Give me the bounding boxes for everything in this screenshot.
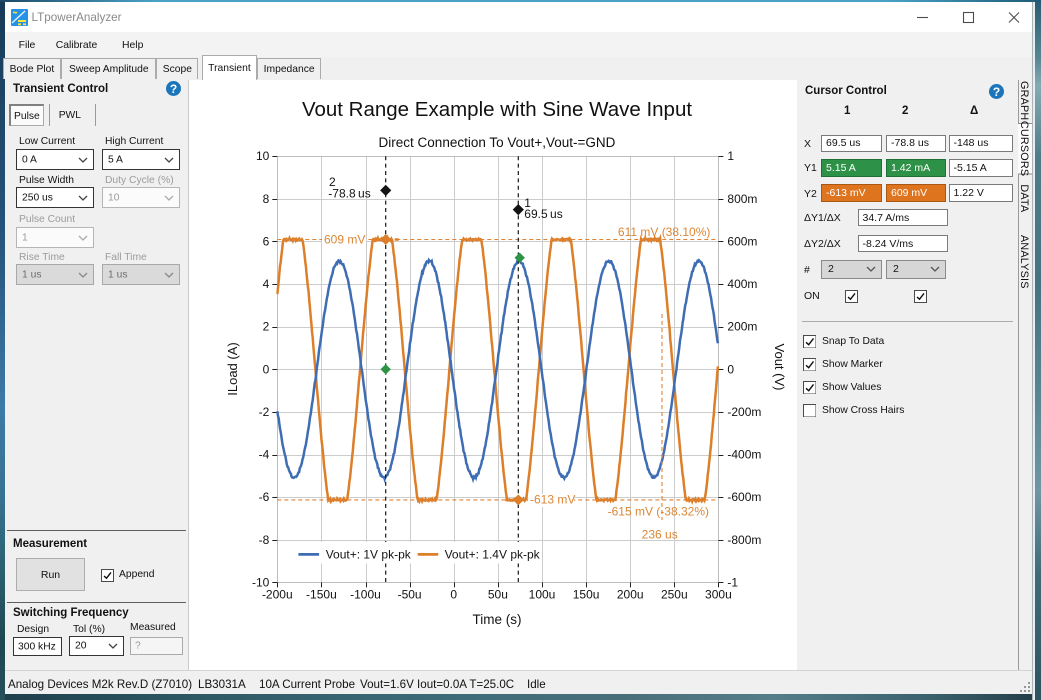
- svg-text:-4: -4: [259, 448, 270, 462]
- svg-text:609 mV: 609 mV: [324, 233, 365, 247]
- svg-text:-8: -8: [259, 533, 270, 547]
- svg-text:250u: 250u: [661, 587, 688, 601]
- svg-text:200m: 200m: [727, 320, 757, 334]
- svg-text:-800m: -800m: [727, 533, 761, 547]
- svg-text:4: 4: [263, 277, 270, 291]
- svg-text:400m: 400m: [727, 277, 757, 291]
- svg-text:69.5 us: 69.5 us: [524, 207, 562, 221]
- svg-text:ILoad (A): ILoad (A): [225, 342, 240, 395]
- svg-text:ANALYSIS: ANALYSIS: [1018, 235, 1030, 289]
- svg-text:800m: 800m: [727, 192, 757, 206]
- svg-text:Direct Connection To Vout+,Vou: Direct Connection To Vout+,Vout-=GND: [379, 135, 616, 150]
- svg-text:-1: -1: [727, 575, 738, 589]
- svg-text:-50u: -50u: [398, 587, 422, 601]
- svg-text:GRAPH: GRAPH: [1018, 81, 1030, 120]
- svg-text:6: 6: [263, 234, 270, 248]
- svg-text:0: 0: [263, 362, 270, 376]
- svg-text:Time (s): Time (s): [473, 612, 522, 627]
- svg-text:600m: 600m: [727, 234, 757, 248]
- svg-text:-150u: -150u: [306, 587, 337, 601]
- svg-text:236 us: 236 us: [642, 528, 678, 542]
- svg-text:?: ?: [993, 85, 1000, 99]
- svg-text:CURSORS: CURSORS: [1018, 121, 1030, 176]
- svg-text:-2: -2: [259, 405, 270, 419]
- svg-text:DATA: DATA: [1018, 184, 1030, 213]
- svg-text:2: 2: [263, 320, 270, 334]
- svg-text:300u: 300u: [705, 587, 732, 601]
- svg-text:0: 0: [450, 587, 457, 601]
- svg-text:-6: -6: [259, 490, 270, 504]
- svg-text:?: ?: [170, 82, 177, 96]
- svg-text:-78.8 us: -78.8 us: [328, 186, 370, 200]
- svg-text:1: 1: [727, 149, 734, 163]
- svg-text:Vout+: 1V pk-pk: Vout+: 1V pk-pk: [326, 548, 412, 562]
- svg-text:10: 10: [256, 149, 270, 163]
- svg-text:-100u: -100u: [350, 587, 381, 601]
- svg-text:8: 8: [263, 192, 270, 206]
- svg-text:611 mV (38.10%): 611 mV (38.10%): [618, 225, 711, 239]
- svg-text:-200u: -200u: [262, 587, 293, 601]
- svg-text:-10: -10: [252, 575, 270, 589]
- svg-text:Vout Range Example with Sine W: Vout Range Example with Sine Wave Input: [302, 98, 692, 121]
- svg-text:-615 mV (-38.32%): -615 mV (-38.32%): [608, 504, 709, 518]
- svg-text:0: 0: [727, 362, 734, 376]
- svg-text:-600m: -600m: [727, 490, 761, 504]
- svg-text:50u: 50u: [488, 587, 508, 601]
- svg-text:-200m: -200m: [727, 405, 761, 419]
- svg-text:100u: 100u: [529, 587, 556, 601]
- svg-text:1: 1: [524, 196, 531, 210]
- svg-text:200u: 200u: [617, 587, 644, 601]
- svg-text:Vout+: 1.4V pk-pk: Vout+: 1.4V pk-pk: [445, 548, 541, 562]
- svg-text:Vout (V): Vout (V): [772, 344, 787, 391]
- svg-text:150u: 150u: [573, 587, 600, 601]
- svg-text:-613 mV: -613 mV: [530, 493, 575, 507]
- svg-text:-400m: -400m: [727, 448, 761, 462]
- svg-text:2: 2: [329, 175, 336, 189]
